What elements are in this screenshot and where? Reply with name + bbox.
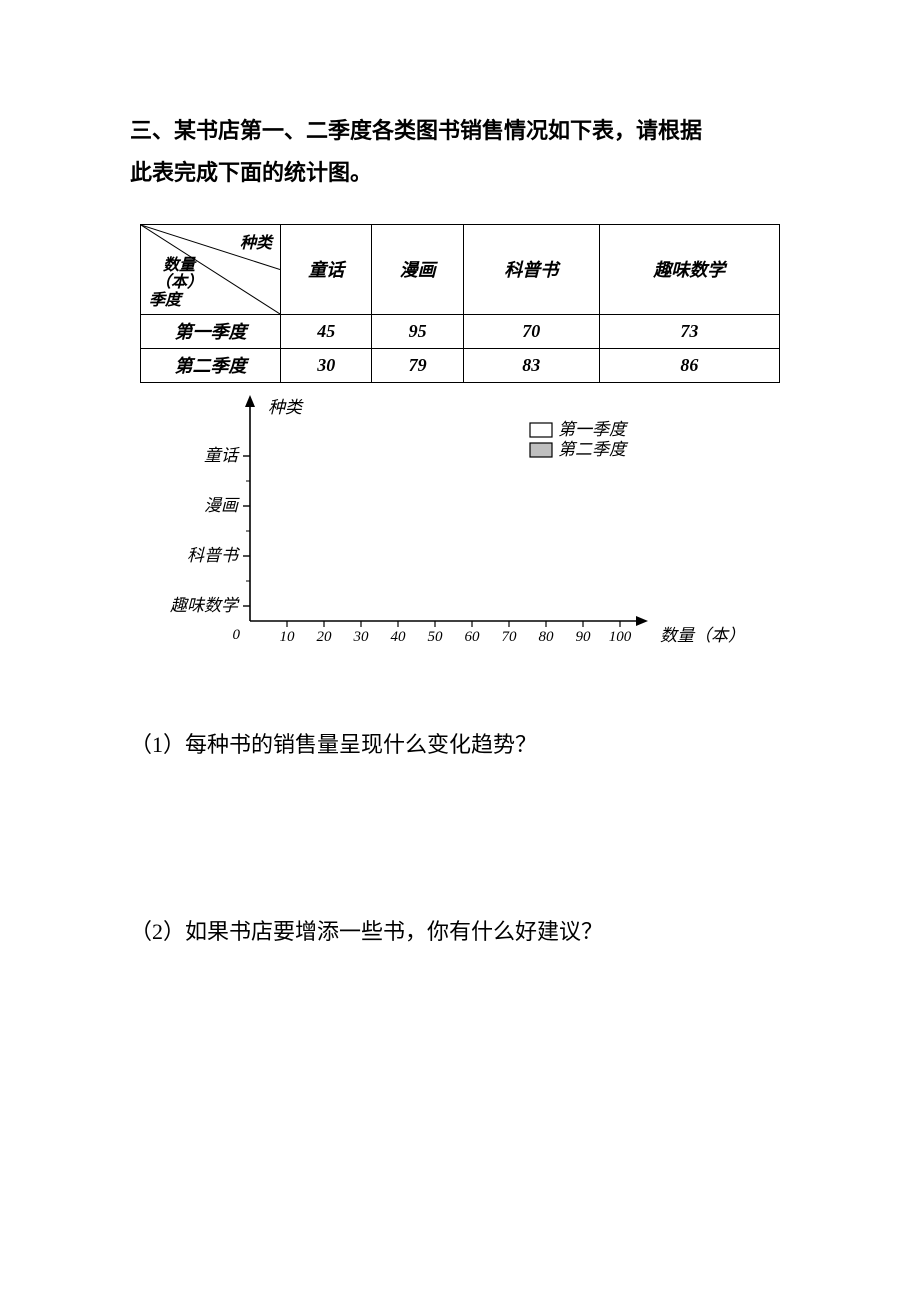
blank-chart-template: 种类 数量（本） 0 童话漫画科普书趣味数学 10 20 30 40 50 60 70 80 9… (140, 391, 780, 686)
data-table: 种类 数量 （本） 季度 童话 漫画 科普书 趣味数学 第一季度 45 95 7… (140, 224, 780, 383)
y-tick-marks (243, 456, 250, 606)
table-row: 第二季度 30 79 83 86 (141, 348, 780, 382)
x-tick-label: 10 (280, 629, 296, 645)
col-header: 趣味数学 (599, 224, 779, 314)
legend-label-q1: 第一季度 (558, 420, 629, 439)
y-category-label: 漫画 (204, 496, 240, 515)
cell: 79 (372, 348, 463, 382)
cell: 95 (372, 314, 463, 348)
x-tick-label: 30 (353, 629, 370, 645)
row-label: 第一季度 (141, 314, 281, 348)
prompt-line-1: 三、某书店第一、二季度各类图书销售情况如下表，请根据 (130, 118, 702, 143)
x-tick-label: 60 (465, 629, 481, 645)
question-1: （1）每种书的销售量呈现什么变化趋势？ (130, 726, 790, 763)
diag-top-label: 种类 (240, 229, 272, 253)
x-axis-title: 数量（本） (660, 626, 745, 645)
cell: 30 (281, 348, 372, 382)
cell: 86 (599, 348, 779, 382)
cell: 70 (463, 314, 599, 348)
y-category-label: 趣味数学 (170, 596, 240, 615)
problem-prompt: 三、某书店第一、二季度各类图书销售情况如下表，请根据 此表完成下面的统计图。 (130, 110, 790, 194)
prompt-line-2: 此表完成下面的统计图。 (130, 160, 372, 185)
x-tick-label: 20 (317, 629, 333, 645)
col-header: 漫画 (372, 224, 463, 314)
row-label: 第二季度 (141, 348, 281, 382)
chart-legend: 第一季度 第二季度 (530, 420, 629, 459)
x-tick-marks (287, 621, 620, 627)
question-2: （2）如果书店要增添一些书，你有什么好建议？ (130, 913, 790, 950)
table-header-row: 种类 数量 （本） 季度 童话 漫画 科普书 趣味数学 (141, 224, 780, 314)
diag-mid-l1: 数量 (163, 257, 195, 274)
cell: 83 (463, 348, 599, 382)
legend-label-q2: 第二季度 (558, 440, 629, 459)
x-tick-label: 40 (391, 629, 407, 645)
table-row: 第一季度 45 95 70 73 (141, 314, 780, 348)
x-tick-label: 100 (609, 629, 632, 645)
cell: 45 (281, 314, 372, 348)
legend-swatch-q1 (530, 423, 552, 437)
chart-svg: 种类 数量（本） 0 童话漫画科普书趣味数学 10 20 30 40 50 60 70 80 9… (140, 391, 780, 681)
col-header: 科普书 (463, 224, 599, 314)
x-tick-label: 50 (428, 629, 444, 645)
x-tick-label: 80 (539, 629, 555, 645)
col-header: 童话 (281, 224, 372, 314)
y-axis-title: 种类 (268, 398, 304, 417)
y-category-labels: 童话漫画科普书趣味数学 (170, 446, 241, 615)
x-tick-label: 90 (576, 629, 592, 645)
diag-bot-label: 季度 (149, 286, 181, 310)
y-category-label: 童话 (204, 446, 240, 465)
y-category-label: 科普书 (187, 546, 241, 565)
x-origin: 0 (233, 627, 241, 643)
x-tick-labels: 10 20 30 40 50 60 70 80 90 100 (280, 629, 632, 645)
table-diag-header-cell: 种类 数量 （本） 季度 (141, 224, 281, 314)
legend-swatch-q2 (530, 443, 552, 457)
cell: 73 (599, 314, 779, 348)
x-tick-label: 70 (502, 629, 518, 645)
